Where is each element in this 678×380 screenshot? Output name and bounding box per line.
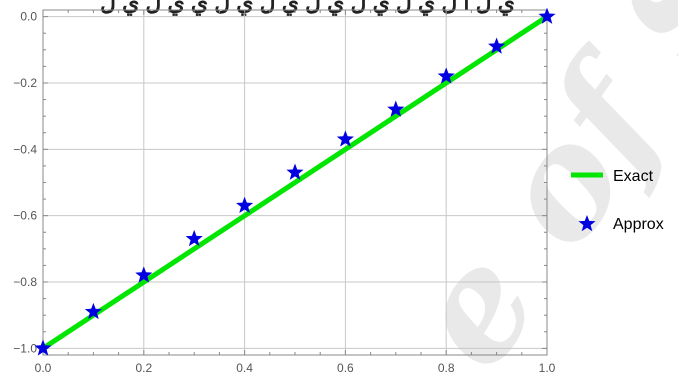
legend-approx-marker — [578, 215, 596, 232]
approx-star-point — [488, 37, 506, 54]
legend-exact-label: Exact — [613, 168, 654, 185]
x-tick-label: 0.2 — [135, 361, 152, 375]
x-tick-label: 0.4 — [236, 361, 253, 375]
approx-star-point — [437, 67, 455, 84]
approx-star-point — [387, 100, 405, 117]
y-tick-label: −0.8 — [13, 275, 37, 289]
x-tick-label: 1.0 — [539, 361, 556, 375]
approx-star-point — [336, 130, 354, 147]
axis-ticks: 0.0 0.2 0.4 0.6 0.8 1.0 0.0 −0.2 −0.4 −0.6 −0.8 −1.… — [13, 10, 555, 375]
approx-star-point — [185, 229, 203, 247]
y-tick-label: −0.6 — [13, 209, 37, 223]
series — [34, 7, 556, 356]
approx-star-point — [538, 7, 556, 24]
header-fragment: ي ل ا ل ي ل ي ل ي ل ي ل ي ل ي ي ل ي ل — [100, 0, 515, 16]
y-tick-label: −0.4 — [13, 142, 37, 156]
legend: Exact Approx — [571, 168, 664, 233]
approx-star-point — [34, 339, 52, 356]
y-tick-label: −1.0 — [13, 341, 37, 355]
exact-series-line — [41, 14, 549, 351]
approx-star-point — [84, 302, 102, 320]
x-tick-label: 0.8 — [438, 361, 455, 375]
y-tick-label: 0.0 — [20, 10, 37, 24]
approx-star-point — [286, 163, 304, 180]
approx-star-point — [236, 196, 254, 213]
legend-approx-label: Approx — [613, 216, 664, 233]
x-tick-label: 0.0 — [35, 361, 52, 375]
y-tick-label: −0.2 — [13, 76, 37, 90]
watermark-text: e of Sl — [374, 0, 678, 380]
x-tick-label: 0.6 — [337, 361, 354, 375]
approx-star-point — [135, 266, 153, 283]
